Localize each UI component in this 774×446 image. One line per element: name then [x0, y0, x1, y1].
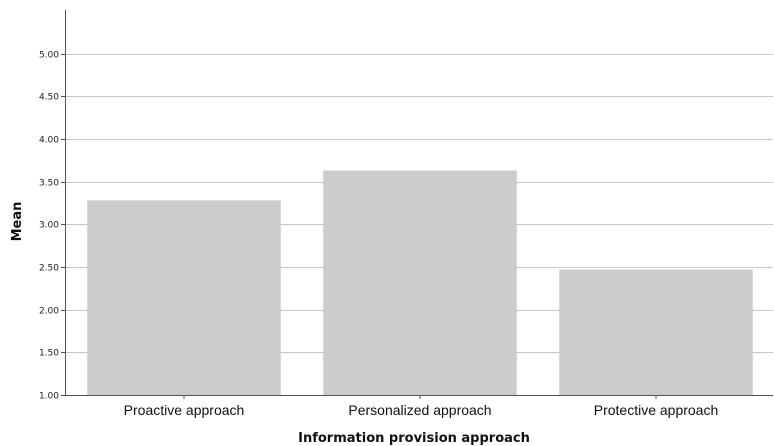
y-tick-label: 1.00 [39, 392, 59, 402]
y-tick-label: 4.50 [39, 93, 59, 103]
x-axis-title: Information provision approach [298, 431, 530, 446]
x-category-label: Personalized approach [348, 402, 491, 418]
y-tick-label: 3.00 [39, 221, 59, 231]
y-tick-label: 2.00 [39, 307, 59, 317]
x-category-label: Proactive approach [124, 402, 245, 418]
y-tick-label: 4.00 [39, 136, 59, 146]
y-tick-label: 3.50 [39, 179, 59, 189]
y-tick-label: 2.50 [39, 264, 59, 274]
y-axis-title: Mean [10, 202, 25, 242]
bar [323, 171, 517, 395]
bar [559, 270, 753, 395]
y-tick-label: 5.00 [39, 51, 59, 61]
bars [87, 171, 753, 395]
x-category-labels: Proactive approach Personalized approach P… [124, 395, 719, 418]
y-tick-label: 1.50 [39, 349, 59, 359]
y-tick-labels: 1.00 1.50 2.00 2.50 3.00 3.50 4.00 4.50 5.00 [39, 51, 65, 402]
bar [87, 200, 281, 395]
x-category-label: Protective approach [594, 402, 719, 418]
